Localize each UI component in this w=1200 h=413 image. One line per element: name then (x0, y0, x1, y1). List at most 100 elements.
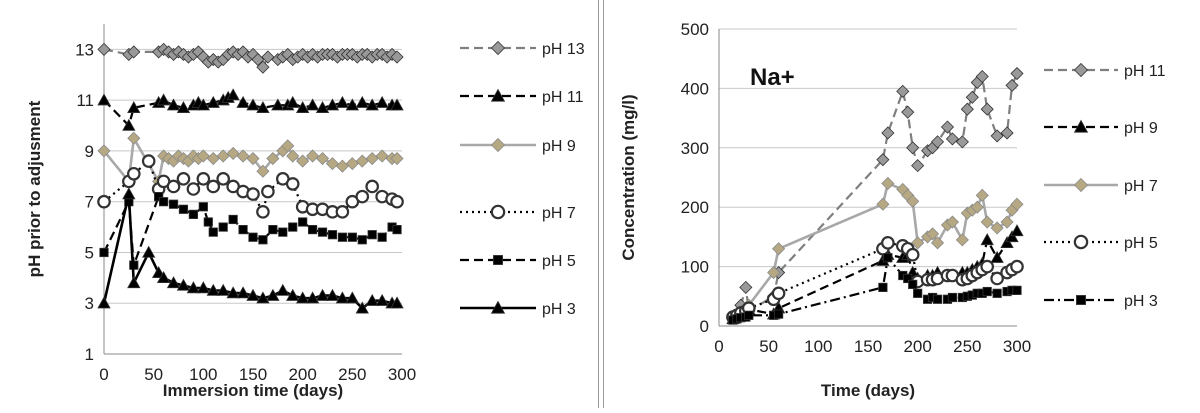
left-point-ph-9 (306, 149, 320, 163)
na-chart-panel: 0 100 200 300 400 500 0 50 100 150 200 250 300 Time (… (604, 0, 1200, 408)
left-point-ph-3 (375, 293, 389, 306)
right-point-ph-9 (1010, 224, 1024, 237)
right-point-ph-7 (906, 194, 920, 208)
left-point-ph-11 (156, 93, 171, 106)
left-point-ph-7 (186, 182, 201, 196)
right-x-tick-label: 100 (804, 337, 832, 356)
left-point-ph-7 (261, 184, 275, 199)
left-point-ph-3 (176, 278, 191, 291)
left-point-ph-11 (176, 100, 191, 113)
left-point-ph-11 (166, 98, 181, 111)
right-x-tick-label: 0 (714, 337, 723, 356)
left-point-ph-9 (390, 151, 404, 166)
left-point-ph-11 (97, 93, 111, 106)
ph-chart-panel: 1 3 5 7 9 11 13 0 50 100 150 200 250 300 Immersion tim… (0, 0, 598, 408)
left-point-ph-5 (392, 225, 402, 235)
left-x-tick-label: 50 (144, 365, 163, 384)
left-point-ph-7 (176, 172, 191, 186)
right-point-ph-11 (876, 153, 890, 167)
left-point-ph-7 (206, 179, 221, 194)
left-point-ph-5 (327, 230, 338, 240)
left-point-ph-11 (325, 98, 340, 111)
left-point-ph-3 (355, 301, 369, 314)
left-point-ph-5 (357, 235, 367, 245)
left-point-ph-11 (256, 100, 270, 113)
left-legend-label-ph-5: pH 5 (542, 253, 576, 270)
left-point-ph-5 (228, 214, 238, 225)
right-point-ph-5 (881, 236, 895, 250)
left-point-ph-3 (315, 288, 330, 301)
left-legend-marker-ph-5 (493, 255, 503, 265)
left-point-ph-13 (97, 42, 111, 56)
left-point-ph-11 (286, 95, 300, 108)
left-point-ph-3 (305, 291, 320, 304)
right-point-ph-9 (1000, 236, 1014, 249)
left-point-ph-3 (156, 271, 171, 284)
left-point-ph-3 (216, 283, 230, 296)
left-point-ph-9 (286, 149, 300, 163)
left-point-ph-7 (166, 179, 181, 194)
left-legend-label-ph-11: pH 11 (542, 89, 584, 106)
left-point-ph-9 (315, 151, 330, 166)
right-y-axis-title: Concentration (mg/l) (619, 94, 638, 260)
left-series-ph-3 (97, 187, 404, 314)
left-legend-marker-ph-11 (490, 88, 506, 102)
left-y-tick-label: 5 (85, 243, 94, 262)
right-point-ph-9 (990, 250, 1004, 263)
left-legend-label-ph-7: pH 7 (542, 205, 576, 222)
left-point-ph-5 (178, 204, 189, 214)
left-point-ph-13 (261, 50, 275, 64)
right-point-ph-5 (980, 259, 994, 274)
left-point-ph-9 (256, 164, 270, 178)
left-point-ph-7 (127, 166, 141, 181)
left-legend-label-ph-13: pH 13 (542, 41, 585, 58)
left-point-ph-3 (286, 288, 300, 301)
right-point-ph-11 (930, 135, 945, 149)
right-point-ph-11 (881, 126, 895, 140)
left-point-ph-9 (127, 131, 141, 145)
left-point-ph-3 (206, 283, 220, 296)
left-point-ph-9 (206, 151, 220, 166)
left-y-tick-label: 11 (76, 91, 94, 110)
right-point-ph-3 (773, 309, 784, 319)
right-point-ph-7 (990, 221, 1004, 235)
left-point-ph-3 (97, 296, 111, 309)
left-point-ph-3 (246, 288, 260, 301)
left-point-ph-5 (268, 225, 278, 235)
left-point-ph-5 (238, 225, 248, 235)
right-legend-label-ph-5: pH 5 (1124, 235, 1158, 252)
right-x-tick-label: 250 (953, 337, 981, 356)
left-point-ph-5 (158, 197, 169, 207)
left-point-ph-3 (226, 286, 240, 299)
right-y-tick-label: 100 (681, 258, 709, 277)
right-point-ph-11 (990, 129, 1004, 143)
chart-annotation: Na+ (750, 64, 795, 91)
left-point-ph-11 (335, 95, 350, 108)
left-series-ph-13 (97, 42, 404, 74)
left-point-ph-9 (325, 157, 340, 171)
right-point-ph-7 (881, 176, 895, 191)
right-point-ph-7 (772, 242, 786, 256)
left-point-ph-5 (317, 227, 328, 237)
right-point-ph-11 (906, 141, 920, 155)
right-point-ph-7 (930, 236, 945, 250)
left-point-ph-11 (246, 98, 260, 111)
right-point-ph-7 (876, 197, 890, 211)
left-legend-marker-ph-7 (490, 204, 506, 220)
left-point-ph-5 (208, 227, 218, 237)
right-point-ph-11 (965, 90, 979, 104)
left-point-ph-9 (226, 146, 240, 161)
right-legend-marker-ph-9 (1073, 119, 1089, 133)
right-legend-marker-ph-5 (1073, 234, 1089, 250)
right-point-ph-3 (878, 282, 888, 292)
left-point-ph-9 (335, 159, 349, 173)
left-point-ph-5 (99, 247, 109, 258)
left-point-ph-3 (266, 288, 280, 301)
left-point-ph-7 (97, 194, 111, 209)
right-point-ph-11 (896, 84, 910, 98)
right-point-ph-7 (911, 236, 925, 250)
right-legend-marker-ph-7 (1073, 177, 1089, 193)
right-point-ph-7 (980, 215, 994, 229)
right-point-ph-7 (926, 227, 940, 241)
left-point-ph-5 (258, 235, 268, 245)
